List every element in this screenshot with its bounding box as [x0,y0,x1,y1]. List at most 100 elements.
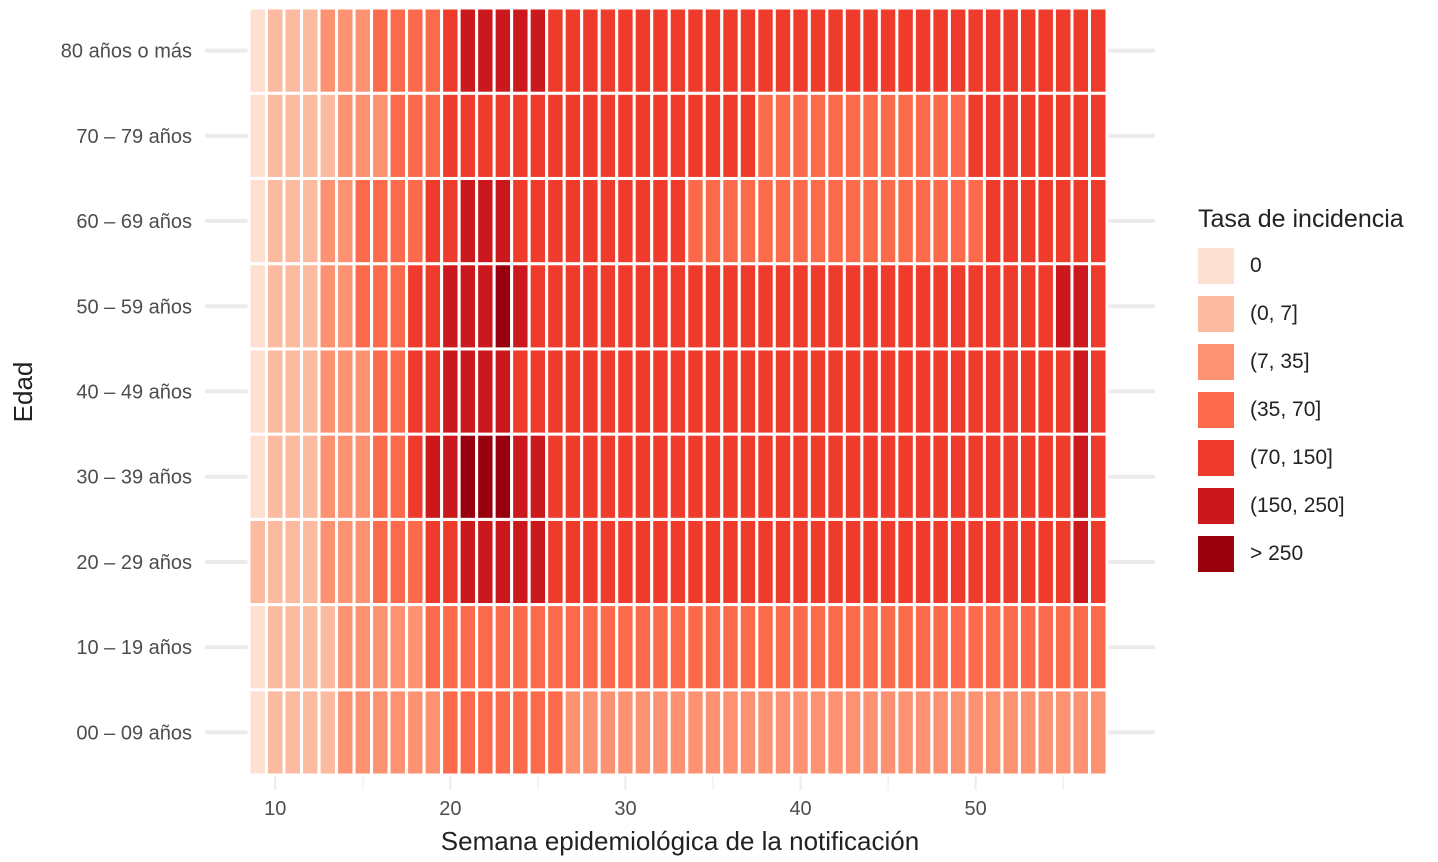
heatmap-tile [300,517,321,607]
heatmap-tile [685,262,706,351]
heatmap-tile [632,688,654,777]
heatmap-tile [597,688,619,777]
heatmap-tile [440,176,461,266]
heatmap-tile [1035,688,1056,777]
heatmap-tile [912,603,934,692]
heatmap-tile [720,176,741,266]
heatmap-tile [825,176,846,266]
heatmap-tile [370,6,391,95]
heatmap-tile [1000,176,1021,266]
heatmap-tile [457,517,479,607]
heatmap-tile [317,262,339,351]
heatmap-tile [632,432,654,521]
heatmap-tile [877,432,899,521]
heatmap-tile [650,347,671,436]
heatmap-tile [930,91,951,180]
heatmap-tile [702,347,724,436]
heatmap-tile [1070,688,1091,777]
heatmap-tile [300,6,321,95]
heatmap-tile [527,347,549,436]
heatmap-tile [300,176,321,266]
heatmap-tile [1017,91,1039,180]
heatmap-tile [790,347,811,436]
heatmap-tile [545,347,566,436]
x-tick-label: 40 [789,798,811,820]
heatmap-tile [247,517,269,607]
heatmap-tile [247,688,269,777]
heatmap-tile [1035,347,1056,436]
legend-swatch [1198,440,1234,476]
heatmap-tiles [247,6,1109,777]
heatmap-tile [580,6,601,95]
heatmap-tile [265,432,286,521]
heatmap-tile [265,262,286,351]
heatmap-tile [440,91,461,180]
heatmap-tile [1000,6,1021,95]
heatmap-tile [317,91,339,180]
heatmap-tile [282,688,304,777]
heatmap-tile [527,603,549,692]
heatmap-tile [632,176,654,266]
heatmap-tile [720,432,741,521]
heatmap-tile [282,176,304,266]
heatmap-tile [1052,262,1074,351]
heatmap-tile [422,91,444,180]
heatmap-tile [475,603,496,692]
heatmap-tile [807,432,829,521]
heatmap-tile [860,688,881,777]
heatmap-tile [807,603,829,692]
heatmap-tile [492,6,514,95]
heatmap-tile [877,688,899,777]
heatmap-tile [492,603,514,692]
heatmap-tile [387,347,409,436]
heatmap-tile [335,262,356,351]
y-tick-label: 20 – 29 años [76,552,192,574]
heatmap-tile [510,347,531,436]
heatmap-tile [615,432,636,521]
heatmap-tile [475,688,496,777]
heatmap-tile [912,517,934,607]
heatmap-tile [475,432,496,521]
heatmap-tile [387,688,409,777]
heatmap-tile [387,517,409,607]
heatmap-tile [877,176,899,266]
heatmap-tile [440,432,461,521]
heatmap-tile [510,688,531,777]
heatmap-tile [562,176,584,266]
heatmap-tile [650,517,671,607]
heatmap-tile [947,347,969,436]
heatmap-tile [965,347,986,436]
heatmap-tile [825,6,846,95]
heatmap-tile [300,262,321,351]
heatmap-tile [772,603,794,692]
heatmap-tile [1000,517,1021,607]
heatmap-tile [842,176,864,266]
heatmap-tile [317,6,339,95]
heatmap-tile [685,91,706,180]
heatmap-tile [1070,517,1091,607]
heatmap-tile [702,517,724,607]
legend-item: 0 [1198,242,1404,290]
heatmap-tile [370,432,391,521]
heatmap-tile [580,262,601,351]
heatmap-tile [912,688,934,777]
heatmap-tile [772,262,794,351]
legend: Tasa de incidencia 0 (0, 7] (7, 35] (35, 70… [1198,205,1404,578]
heatmap-tile [807,176,829,266]
heatmap-tile [457,347,479,436]
heatmap-tile [527,176,549,266]
x-tick-label: 10 [264,798,286,820]
heatmap-tile [405,517,426,607]
heatmap-tile [545,176,566,266]
heatmap-tile [440,688,461,777]
heatmap-tile [667,91,689,180]
heatmap-tile [352,176,374,266]
heatmap-tile [457,91,479,180]
heatmap-tile [825,688,846,777]
heatmap-tile [597,517,619,607]
heatmap-tile [982,603,1004,692]
heatmap-tile [720,603,741,692]
heatmap-tile [930,517,951,607]
heatmap-tile [632,517,654,607]
